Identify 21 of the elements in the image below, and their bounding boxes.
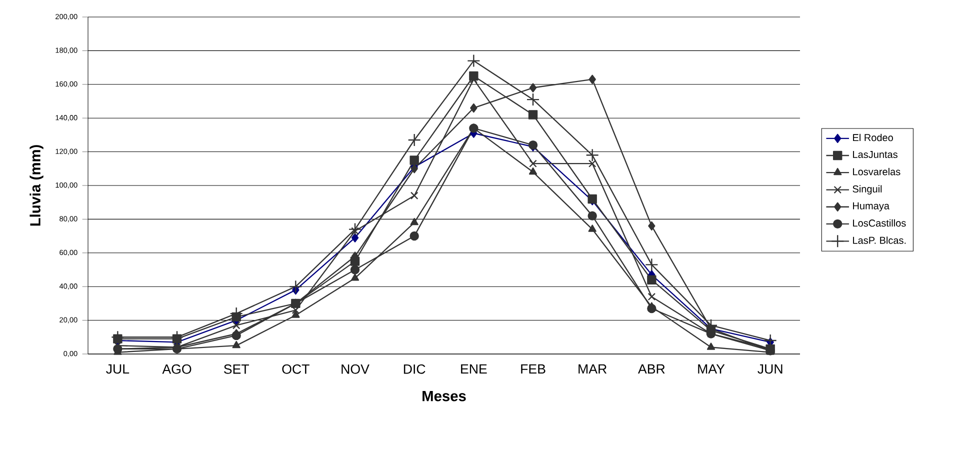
x-tick-label: OCT: [282, 364, 310, 374]
x-tick-label: JUL: [106, 364, 130, 374]
x-tick-label: NOV: [342, 364, 370, 374]
legend-label: Humaya: [853, 202, 890, 212]
legend-label: El Rodeo: [853, 134, 893, 142]
x-tick-label: ENE: [461, 364, 487, 374]
y-axis-title: Lluvia (mm): [30, 145, 44, 226]
legend-label: Singuil: [852, 185, 882, 194]
legend-label: Losvarelas: [853, 168, 900, 176]
legend-label: LosCastillos: [853, 219, 906, 227]
x-tick-label: DIC: [404, 364, 426, 374]
x-tick-label: AGO: [162, 364, 192, 374]
x-tick-label: SET: [224, 364, 250, 374]
x-tick-label: FEB: [521, 364, 546, 374]
x-tick-label: ABR: [638, 364, 665, 374]
x-tick-label: MAR: [578, 364, 607, 374]
x-tick-label: MAY: [698, 364, 725, 374]
x-axis-title: Meses: [422, 390, 466, 402]
legend-label: LasJuntas: [853, 151, 898, 158]
x-tick-label: JUN: [758, 364, 782, 374]
legend-label: LasP. Blcas.: [853, 236, 906, 244]
